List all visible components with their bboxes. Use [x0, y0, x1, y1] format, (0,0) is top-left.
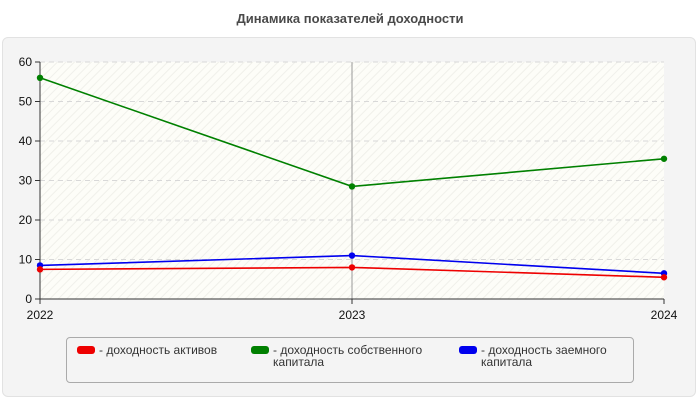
- legend-label-equity: - доходность собственного капитала: [273, 343, 423, 369]
- y-tick-label: 30: [19, 174, 33, 188]
- chart-title: Динамика показателей доходности: [236, 11, 464, 26]
- y-tick-label: 10: [19, 253, 33, 267]
- legend-item-debt: - доходность заемного капитала: [459, 344, 629, 368]
- series-point-1: [348, 183, 356, 190]
- y-tick-label: 60: [19, 55, 33, 69]
- legend-label-debt: - доходность заемного капитала: [481, 343, 607, 369]
- legend-item-equity: - доходность собственного капитала: [251, 344, 451, 368]
- y-tick-label: 50: [19, 95, 33, 109]
- x-tick-label: 2023: [339, 308, 366, 322]
- x-tick-label: 2022: [27, 308, 54, 322]
- chart-legend: - доходность активов - доходность собств…: [66, 337, 634, 383]
- series-point-1: [36, 74, 44, 82]
- legend-swatch-debt: [459, 346, 477, 354]
- y-tick-label: 20: [19, 213, 33, 227]
- series-point-1: [660, 155, 668, 162]
- series-point-0: [348, 264, 356, 271]
- series-point-0: [36, 266, 44, 273]
- legend-swatch-equity: [251, 346, 269, 354]
- x-tick-label: 2024: [651, 308, 678, 322]
- series-point-2: [348, 252, 356, 259]
- series-point-0: [660, 274, 668, 281]
- legend-item-assets: - доходность активов: [77, 344, 237, 356]
- y-tick-label: 0: [25, 292, 32, 306]
- y-tick-label: 40: [19, 134, 33, 148]
- legend-swatch-assets: [77, 346, 95, 354]
- legend-label-assets: - доходность активов: [99, 343, 218, 357]
